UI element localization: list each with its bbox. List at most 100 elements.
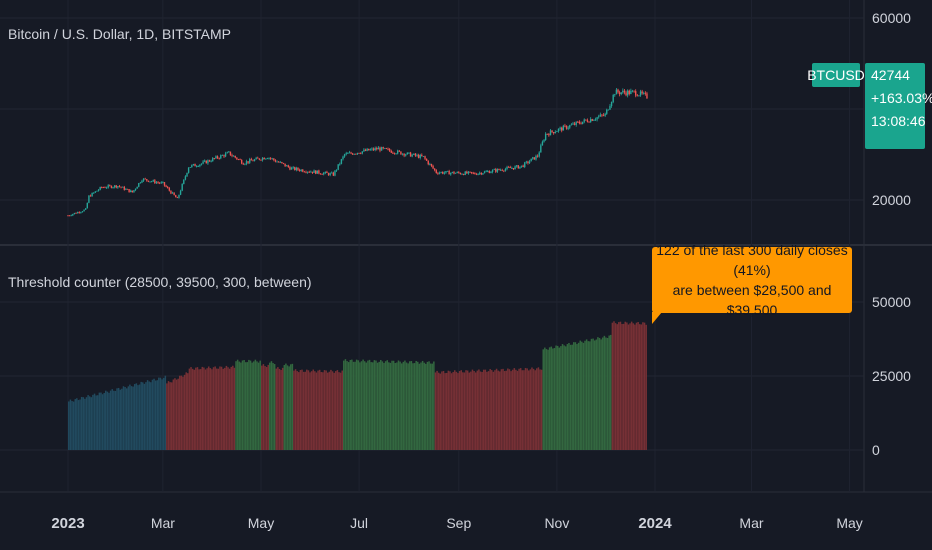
candle-body	[445, 171, 447, 173]
candle-body	[144, 178, 146, 180]
candle-body	[250, 159, 253, 161]
candle-body	[477, 173, 479, 175]
candle-body	[146, 179, 148, 181]
candle-body	[128, 189, 130, 193]
candle-body	[430, 163, 433, 166]
candle-body	[157, 182, 159, 184]
candle-body	[628, 90, 630, 94]
candle-body	[326, 171, 328, 174]
candle-body	[221, 155, 224, 156]
candle-body	[276, 161, 278, 163]
candle-body	[268, 157, 270, 159]
candle-body	[102, 187, 105, 189]
candle-body	[83, 209, 85, 212]
candle-body	[577, 121, 579, 123]
candle-body	[202, 161, 204, 164]
y-axis: 20000 60000 0 25000 50000	[872, 10, 911, 458]
candle-body	[356, 152, 359, 154]
candle-body	[499, 169, 502, 171]
candle-body	[625, 92, 627, 96]
candle-body	[366, 148, 368, 151]
candle-body	[618, 92, 621, 95]
candle-body	[479, 172, 481, 174]
candle-body	[533, 157, 536, 160]
candle-body	[503, 170, 505, 172]
candle-body	[512, 167, 515, 170]
candle-body	[361, 151, 364, 154]
candle-body	[205, 160, 208, 164]
candle-body	[91, 192, 93, 197]
candle-body	[435, 170, 437, 173]
candle-body	[300, 169, 302, 171]
candle-body	[215, 156, 217, 159]
candle-body	[538, 152, 540, 157]
candle-body	[501, 169, 503, 171]
candle-body	[458, 172, 460, 173]
candle-body	[358, 152, 360, 154]
candle-body	[234, 155, 236, 158]
candle-body	[440, 171, 442, 173]
candle-body	[200, 163, 203, 165]
candle-body	[570, 124, 573, 126]
candle-body	[339, 163, 341, 165]
candle-body	[453, 171, 455, 174]
candle-body	[456, 172, 458, 173]
candle-body	[511, 167, 513, 169]
candle-body	[496, 168, 499, 172]
candle-body	[189, 167, 191, 168]
candle-body	[498, 168, 500, 170]
candle-body	[561, 127, 563, 131]
candle-body	[86, 202, 88, 209]
candle-body	[80, 212, 82, 213]
candle-body	[292, 167, 294, 168]
candle-body	[229, 151, 232, 156]
candle-body	[644, 92, 647, 94]
candle-body	[433, 168, 436, 171]
candle-body	[186, 172, 188, 177]
candle-body	[199, 164, 201, 167]
candle-body	[162, 182, 164, 183]
candle-body	[596, 117, 598, 120]
candle-body	[115, 185, 117, 188]
candle-body	[133, 190, 135, 193]
candle-body	[403, 153, 405, 156]
candle-body	[532, 157, 534, 159]
candle-body	[626, 90, 629, 96]
candle-body	[277, 161, 280, 163]
candle-body	[282, 163, 285, 164]
candle-body	[487, 171, 489, 172]
symbol-badge[interactable]: BTCUSD	[807, 63, 865, 87]
candle-body	[615, 89, 618, 95]
candle-body	[112, 187, 114, 188]
candle-body	[287, 165, 290, 168]
candle-body	[142, 178, 145, 181]
candle-body	[572, 123, 574, 125]
candle-body	[334, 170, 336, 176]
candle-body	[567, 127, 569, 129]
candle-body	[308, 171, 310, 173]
candle-body	[622, 90, 624, 93]
candle-body	[580, 123, 582, 125]
candle-body	[101, 186, 103, 188]
candle-body	[429, 163, 431, 165]
indicator-callout: 122 of the last 300 daily closes (41%) a…	[652, 242, 852, 318]
indicator-title: Threshold counter (28500, 39500, 300, be…	[8, 274, 312, 290]
candle-body	[623, 90, 626, 93]
candle-body	[408, 152, 410, 154]
candle-body	[369, 149, 372, 151]
candle-body	[117, 186, 119, 188]
candle-body	[432, 165, 434, 169]
candle-body	[514, 166, 516, 170]
candle-body	[72, 214, 74, 216]
candle-body	[351, 153, 354, 155]
candle-body	[581, 121, 584, 125]
candle-body	[364, 149, 367, 151]
candle-body	[524, 162, 526, 167]
candle-body	[459, 172, 462, 175]
candle-body	[118, 186, 121, 187]
candle-body	[348, 152, 351, 154]
price-tick-label: 60000	[872, 10, 911, 26]
candle-body	[520, 165, 523, 167]
candle-body	[290, 167, 293, 170]
